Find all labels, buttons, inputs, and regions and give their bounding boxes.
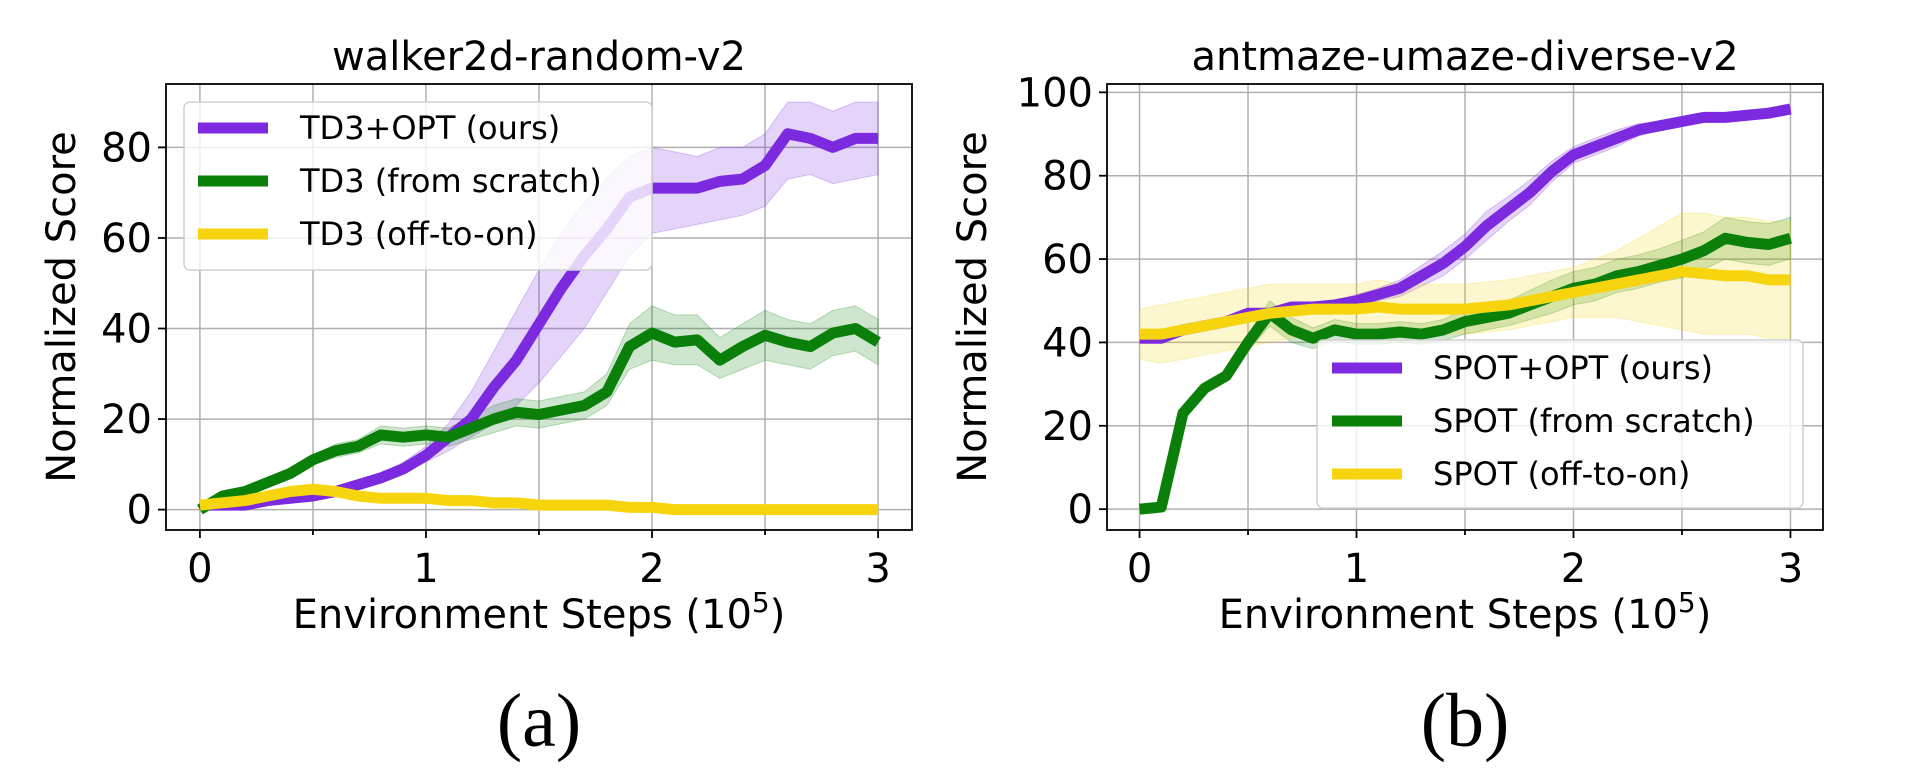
legend-label: SPOT (from scratch) (1433, 402, 1755, 440)
legend-box (183, 101, 653, 271)
series-line-1 (197, 323, 881, 515)
y-tick-label: 0 (1068, 487, 1093, 533)
y-tick-label: 20 (101, 397, 152, 443)
x-tick-label: 2 (639, 546, 664, 592)
x-tick-label: 3 (1778, 546, 1803, 592)
x-tick-label: 0 (1127, 546, 1152, 592)
legend-label: SPOT (off-to-on) (1433, 455, 1690, 493)
legend-label: SPOT+OPT (ours) (1433, 349, 1713, 387)
y-tick-label: 60 (1042, 237, 1093, 283)
legend: TD3+OPT (ours) TD3 (from scratch) TD3 (off… (183, 101, 653, 271)
x-axis-label: Environment Steps (105) (1219, 586, 1712, 638)
chart-title: walker2d-random-v2 (332, 34, 746, 80)
legend-label: TD3 (off-to-on) (299, 215, 538, 253)
legend-label: TD3+OPT (ours) (299, 109, 560, 147)
series-line-1 (1139, 232, 1792, 515)
legend-label: TD3 (from scratch) (299, 162, 602, 200)
x-tick-label: 3 (865, 546, 890, 592)
y-tick-label: 20 (1042, 404, 1093, 450)
y-axis-label: Normalized Score (950, 131, 996, 483)
x-tick-label: 1 (1344, 546, 1369, 592)
series-line-2 (1139, 266, 1791, 340)
plot-area: 0 1 2 3 0 20 40 60 80 TD3+OPT (ours) TD3 (from scr… (101, 83, 913, 592)
chart-panel-b: 0 1 2 3 0 20 40 60 80 100 SPOT+OPT (ours) SPOT (fro… (950, 34, 1824, 763)
y-tick-label: 40 (1042, 320, 1093, 366)
panel-caption: (b) (1421, 679, 1510, 763)
legend: SPOT+OPT (ours) SPOT (from scratch) SPOT (… (1316, 339, 1804, 509)
y-tick-label: 0 (127, 488, 152, 534)
panel-caption: (a) (497, 679, 581, 763)
plot-area: 0 1 2 3 0 20 40 60 80 100 SPOT+OPT (ours) SPOT (fro… (1017, 70, 1824, 592)
y-tick-label: 40 (101, 307, 152, 353)
y-tick-label: 100 (1017, 70, 1093, 116)
chart-panel-a: 0 1 2 3 0 20 40 60 80 TD3+OPT (ours) TD3 (from scr… (39, 34, 913, 763)
legend-box (1316, 339, 1804, 509)
y-tick-label: 60 (101, 216, 152, 262)
y-tick-label: 80 (1042, 154, 1093, 200)
chart-title: antmaze-umaze-diverse-v2 (1191, 34, 1738, 80)
series-line-2 (199, 483, 879, 516)
y-axis-label: Normalized Score (39, 131, 85, 483)
x-tick-label: 0 (187, 546, 212, 592)
series-line-0 (199, 128, 879, 511)
x-axis-label: Environment Steps (105) (293, 586, 786, 638)
y-tick-label: 80 (101, 125, 152, 171)
x-tick-label: 2 (1561, 546, 1586, 592)
x-tick-label: 1 (413, 546, 438, 592)
